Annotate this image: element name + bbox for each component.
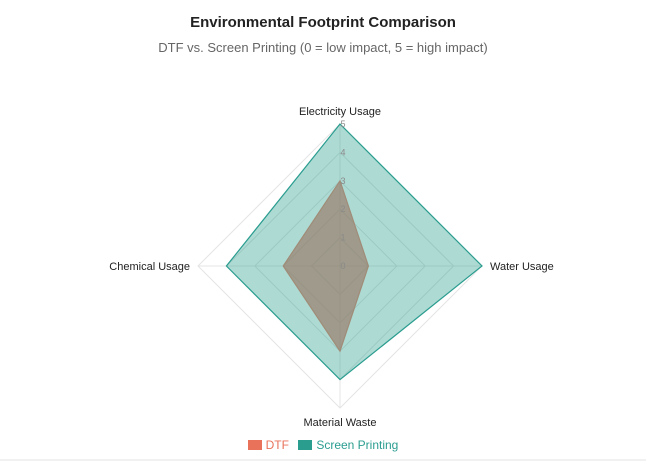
legend-item-dtf[interactable]: DTF (247, 438, 289, 452)
legend-item-screen-printing[interactable]: Screen Printing (298, 438, 398, 452)
tick-label-4: 4 (340, 147, 345, 157)
legend-label-dtf: DTF (265, 438, 289, 452)
radar-axis-labels: Electricity Usage Water Usage Material Was… (109, 106, 554, 429)
axis-label-water-usage: Water Usage (490, 261, 554, 273)
radar-ticks: 0 1 2 3 4 5 (340, 119, 345, 271)
series-area-dtf[interactable] (282, 179, 370, 353)
chart-title: Environmental Footprint Comparison (190, 14, 456, 31)
tick-label-0: 0 (340, 261, 345, 271)
legend-label-screen-printing: Screen Printing (316, 438, 399, 452)
radar-series (225, 123, 483, 381)
axis-label-chemical-usage: Chemical Usage (109, 261, 190, 273)
tick-label-2: 2 (340, 204, 345, 214)
axis-label-material-waste: Material Waste (304, 417, 377, 429)
chart-subtitle: DTF vs. Screen Printing (0 = low impact,… (158, 40, 488, 55)
tick-label-1: 1 (340, 233, 345, 243)
axis-label-electricity-usage: Electricity Usage (299, 106, 381, 118)
legend: DTF Screen Printing (0, 438, 646, 453)
tick-label-3: 3 (340, 176, 345, 186)
bottom-divider (0, 459, 646, 461)
tick-label-5: 5 (340, 119, 345, 129)
legend-swatch-screen-printing (298, 440, 313, 450)
legend-swatch-dtf (247, 440, 262, 450)
